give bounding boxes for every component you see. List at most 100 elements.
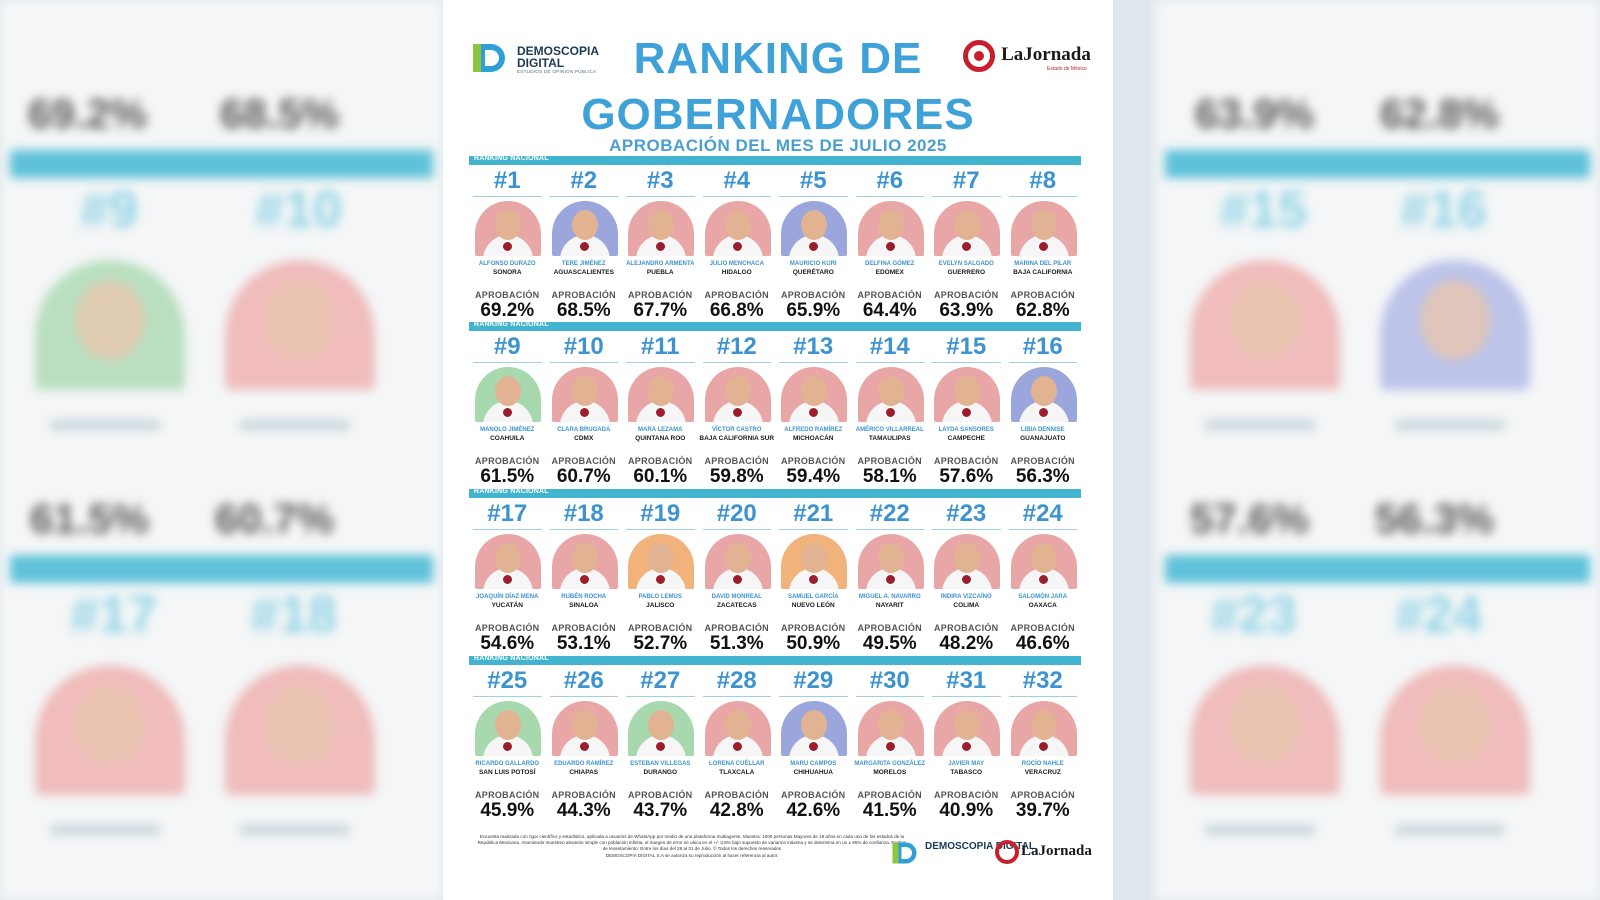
- governor-name: TERE JIMÉNEZ: [561, 261, 606, 267]
- governor-name: SAMUEL GARCÍA: [787, 594, 839, 600]
- governor-portrait: [551, 367, 618, 422]
- bg-rank: #17: [70, 586, 157, 644]
- section-label: RANKING NACIONAL: [474, 321, 549, 328]
- approval-value: 53.1%: [556, 633, 611, 654]
- portrait-head: [571, 210, 598, 240]
- party-badge-icon: [808, 574, 819, 585]
- bg-pct: 69.2%: [28, 90, 148, 137]
- lajornada-seal-icon: [963, 40, 995, 72]
- bg-pct: 56.3%: [1375, 495, 1495, 542]
- approval-label: APROBACIÓN: [1010, 623, 1075, 633]
- governor-portrait: [857, 367, 924, 422]
- governor-portrait: [628, 201, 694, 256]
- bg-band: [1165, 150, 1590, 178]
- party-badge-icon: [1037, 407, 1049, 418]
- governor-state: CDMX: [574, 435, 594, 442]
- governor-card: #22 MIGUEL A. NAVARRO NAYARIT APROBACIÓN 49.…: [852, 498, 929, 663]
- governor-state: TAMAULIPAS: [868, 435, 911, 442]
- rank-divider: [855, 362, 924, 363]
- bg-rank: #10: [255, 181, 342, 239]
- governor-name: JAVIER MAY: [948, 761, 985, 767]
- governor-cards: #1 ALFONSO DURAZO SONORA APROBACIÓN 69.2% #2 T…: [469, 165, 1081, 330]
- party-badge-icon: [961, 741, 972, 752]
- rank-divider: [626, 362, 695, 363]
- bg-rank: #16: [1400, 181, 1487, 239]
- approval-value: 60.1%: [633, 466, 688, 487]
- portrait-head: [571, 543, 598, 573]
- governor-portrait: [1010, 201, 1077, 256]
- rank-number: #11: [640, 333, 680, 360]
- governor-card: #5 MAURICIO KURI QUERÉTARO APROBACIÓN 65.9%: [775, 165, 852, 330]
- bg-pct: 62.8%: [1380, 90, 1500, 137]
- approval-value: 57.6%: [939, 466, 994, 487]
- governor-state: BAJA CALIFORNIA: [1013, 269, 1073, 276]
- rank-number: #12: [716, 333, 757, 360]
- approval-label: APROBACIÓN: [857, 790, 922, 800]
- governor-card: #28 LORENA CUÉLLAR TLAXCALA APROBACIÓN 42.8%: [699, 665, 776, 830]
- governor-name: EDUARDO RAMÍREZ: [554, 761, 614, 767]
- governor-card: #21 SAMUEL GARCÍA NUEVO LEÓN APROBACIÓN 50.9…: [775, 498, 852, 663]
- governor-cards: #25 RICARDO GALLARDO SAN LUIS POTOSÍ APROBA…: [469, 665, 1081, 830]
- approval-value: 68.5%: [556, 300, 611, 321]
- governor-state: EDOMEX: [875, 269, 904, 276]
- approval-value: 59.8%: [709, 466, 764, 487]
- portrait-head: [724, 710, 751, 740]
- governor-portrait: [1010, 534, 1077, 589]
- bg-caption: [50, 825, 160, 835]
- governor-name: LIBIA DENNISE: [1020, 427, 1065, 433]
- party-badge-icon: [808, 241, 819, 252]
- party-badge-icon: [731, 241, 743, 252]
- governor-name: CLARA BRUGADA: [557, 427, 611, 433]
- approval-value: 50.9%: [786, 633, 841, 654]
- governor-cards: #17 JOAQUÍN DÍAZ MENA YUCATÁN APROBACIÓN 54.…: [469, 498, 1081, 663]
- bg-portrait: [225, 665, 375, 795]
- portrait-head: [495, 210, 521, 240]
- approval-value: 39.7%: [1015, 800, 1070, 821]
- governor-state: NUEVO LEÓN: [791, 602, 835, 609]
- approval-value: 66.8%: [709, 300, 764, 321]
- governor-portrait: [857, 534, 924, 589]
- portrait-head: [954, 543, 980, 573]
- governor-name: ALEJANDRO ARMENTA: [626, 261, 695, 267]
- governor-name: MARGARITA GONZÁLEZ: [854, 761, 926, 767]
- ranking-poster: DEMOSCOPIA DIGITAL ESTUDIOS DE OPINIÓN P…: [443, 0, 1113, 900]
- footer-logos: DEMOSCOPIA DIGITAL LaJornada: [891, 838, 1092, 868]
- party-badge-icon: [808, 741, 819, 752]
- governor-card: #27 ESTEBAN VILLEGAS DURANGO APROBACIÓN 43.7…: [622, 665, 699, 830]
- governor-state: OAXACA: [1028, 602, 1057, 609]
- rank-number: #20: [716, 500, 757, 527]
- governor-portrait: [704, 367, 771, 422]
- governor-portrait: [781, 701, 847, 756]
- governor-state: NAYARIT: [875, 602, 904, 609]
- governor-name: ALFONSO DURAZO: [478, 261, 536, 267]
- governor-card: #17 JOAQUÍN DÍAZ MENA YUCATÁN APROBACIÓN 54.…: [469, 498, 546, 663]
- party-badge-icon: [731, 574, 743, 585]
- approval-label: APROBACIÓN: [704, 290, 769, 300]
- approval-value: 69.2%: [480, 300, 535, 321]
- bg-rank: #15: [1220, 181, 1307, 239]
- bg-portrait: [225, 260, 375, 390]
- approval-value: 43.7%: [633, 800, 688, 821]
- governor-portrait: [551, 701, 618, 756]
- party-badge-icon: [961, 574, 972, 585]
- bg-caption: [50, 420, 160, 430]
- title-line-2: GOBERNADORES: [581, 90, 975, 139]
- rank-divider: [1008, 696, 1077, 697]
- portrait-head: [801, 543, 827, 573]
- portrait-head: [954, 210, 980, 240]
- portrait-head: [1030, 710, 1057, 740]
- rank-divider: [1008, 529, 1077, 530]
- governor-state: ZACATECAS: [716, 602, 757, 609]
- rank-number: #14: [869, 333, 910, 360]
- rank-number: #22: [869, 500, 910, 527]
- rank-divider: [626, 196, 695, 197]
- governor-state: CHIHUAHUA: [793, 769, 833, 776]
- rank-number: #29: [793, 667, 834, 694]
- approval-label: APROBACIÓN: [1010, 456, 1075, 466]
- rank-number: #27: [640, 667, 681, 694]
- rank-divider: [549, 696, 618, 697]
- portrait-head: [648, 210, 674, 240]
- bg-caption: [240, 420, 350, 430]
- governor-card: #31 JAVIER MAY TABASCO APROBACIÓN 40.9%: [928, 665, 1005, 830]
- bg-pct: 60.7%: [215, 495, 335, 542]
